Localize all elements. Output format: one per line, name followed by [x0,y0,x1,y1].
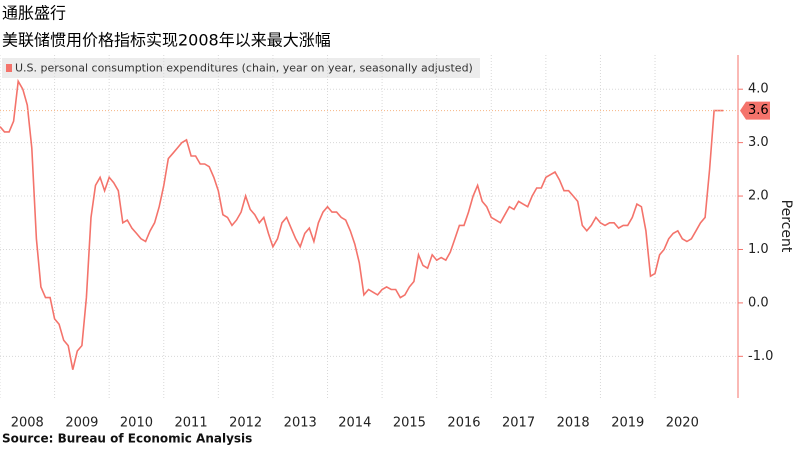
x-tick-label: 2008 [11,416,44,431]
y-tick-label: -1.0 [748,349,773,364]
x-tick-label: 2015 [393,416,426,431]
x-tick-label: 2017 [502,416,535,431]
source: Source: Bureau of Economic Analysis [2,432,252,446]
x-tick-label: 2014 [338,416,371,431]
x-tick-label: 2013 [284,416,317,431]
x-tick-label: 2016 [447,416,480,431]
chart-title: 通胀盛行 [2,4,66,23]
x-tick-label: 2010 [120,416,153,431]
series-line [0,78,724,370]
y-axis-label: Percent [778,200,794,253]
x-tick-label: 2018 [557,416,590,431]
legend-box [2,58,480,78]
chart-subtitle: 美联储惯用价格指标实现2008年以来最大涨幅 [2,31,331,50]
x-tick-label: 2020 [666,416,699,431]
legend-swatch [6,64,12,72]
y-tick-label: 4.0 [748,82,769,97]
y-tick-label: 1.0 [748,242,769,257]
y-tick-label: 2.0 [748,189,769,204]
y-tick-label: 3.0 [748,135,769,150]
y-tick-label: 0.0 [748,295,769,310]
x-tick-label: 2009 [65,416,98,431]
x-tick-label: 2012 [229,416,262,431]
x-tick-label: 2019 [611,416,644,431]
x-tick-label: 2011 [175,416,208,431]
last-value-tag [740,101,770,120]
legend-label: U.S. personal consumption expenditures (… [15,62,473,75]
last-value-label: 3.6 [748,103,769,118]
